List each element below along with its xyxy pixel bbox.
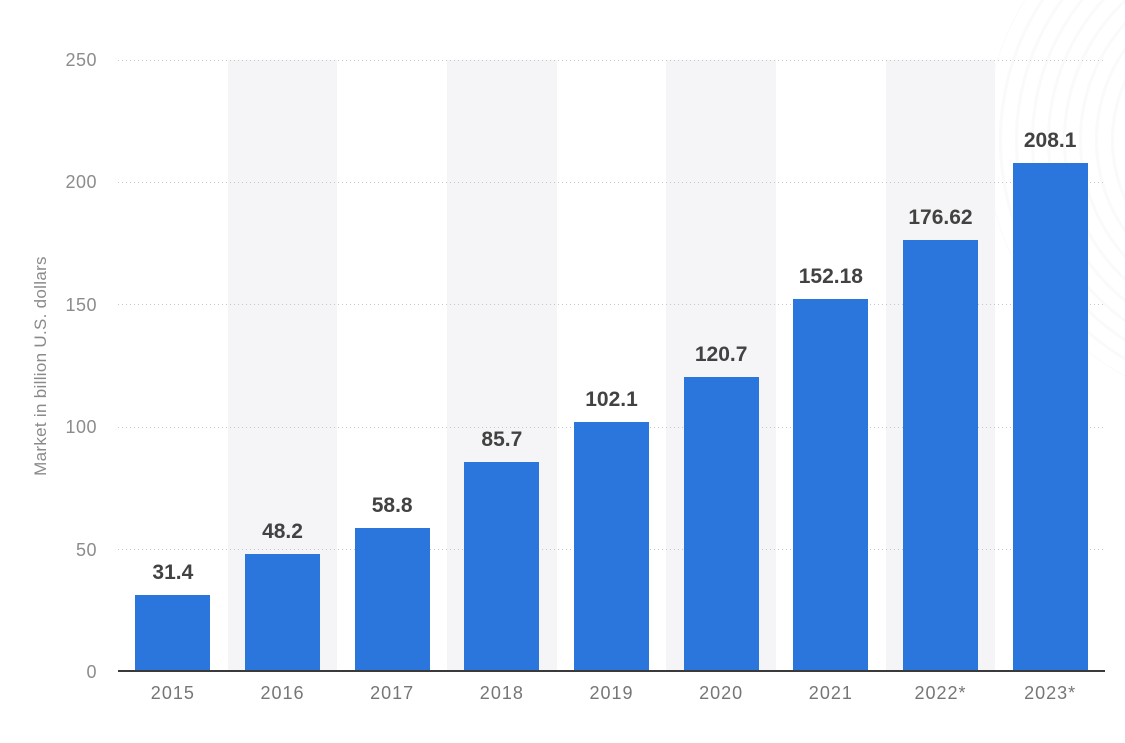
x-tick-label-2015: 2015	[150, 683, 195, 703]
x-tick-label-2023: 2023*	[1024, 683, 1077, 703]
x-tick-label-2021: 2021	[808, 683, 853, 703]
x-tick-label-2018: 2018	[479, 683, 524, 703]
y-tick-label-100: 100	[65, 417, 97, 438]
x-tick-label-2017: 2017	[370, 683, 415, 703]
bar-2016[interactable]	[245, 554, 320, 672]
x-tick-label-2019: 2019	[589, 683, 634, 703]
y-tick-label-200: 200	[65, 172, 97, 193]
bar-2017[interactable]	[354, 528, 430, 672]
x-tick-label-2020: 2020	[699, 683, 744, 703]
gridline-200	[118, 181, 1105, 183]
y-tick-label-0: 0	[86, 662, 97, 682]
x-axis-line	[118, 670, 1105, 672]
bar-2021[interactable]	[793, 299, 869, 672]
bar-2020[interactable]	[683, 376, 759, 672]
bar-2019[interactable]	[574, 422, 649, 672]
bar-2023[interactable]	[1012, 162, 1088, 672]
x-tick-label-2022: 2022*	[914, 683, 967, 703]
y-tick-label-250: 250	[65, 50, 97, 70]
value-label-2021: 152.18	[798, 265, 863, 289]
gridline-150	[118, 304, 1105, 306]
value-label-2019: 102.1	[585, 388, 638, 412]
y-tick-label-150: 150	[65, 294, 97, 315]
y-axis-title: Market in billion U.S. dollars	[31, 256, 50, 476]
value-label-2022: 176.62	[908, 205, 973, 229]
value-label-2015: 31.4	[152, 561, 194, 585]
value-label-2018: 85.7	[481, 428, 523, 452]
value-label-2023: 208.1	[1023, 128, 1077, 152]
value-label-2016: 48.2	[262, 520, 303, 543]
value-label-2017: 58.8	[371, 494, 413, 518]
bar-2022[interactable]	[903, 239, 978, 672]
x-tick-label-2016: 2016	[260, 683, 305, 703]
gridline-250	[118, 59, 1105, 61]
bar-2015[interactable]	[135, 595, 211, 672]
y-tick-label-50: 50	[75, 539, 97, 560]
value-label-2020: 120.7	[694, 342, 748, 366]
bar-2018[interactable]	[464, 462, 540, 672]
